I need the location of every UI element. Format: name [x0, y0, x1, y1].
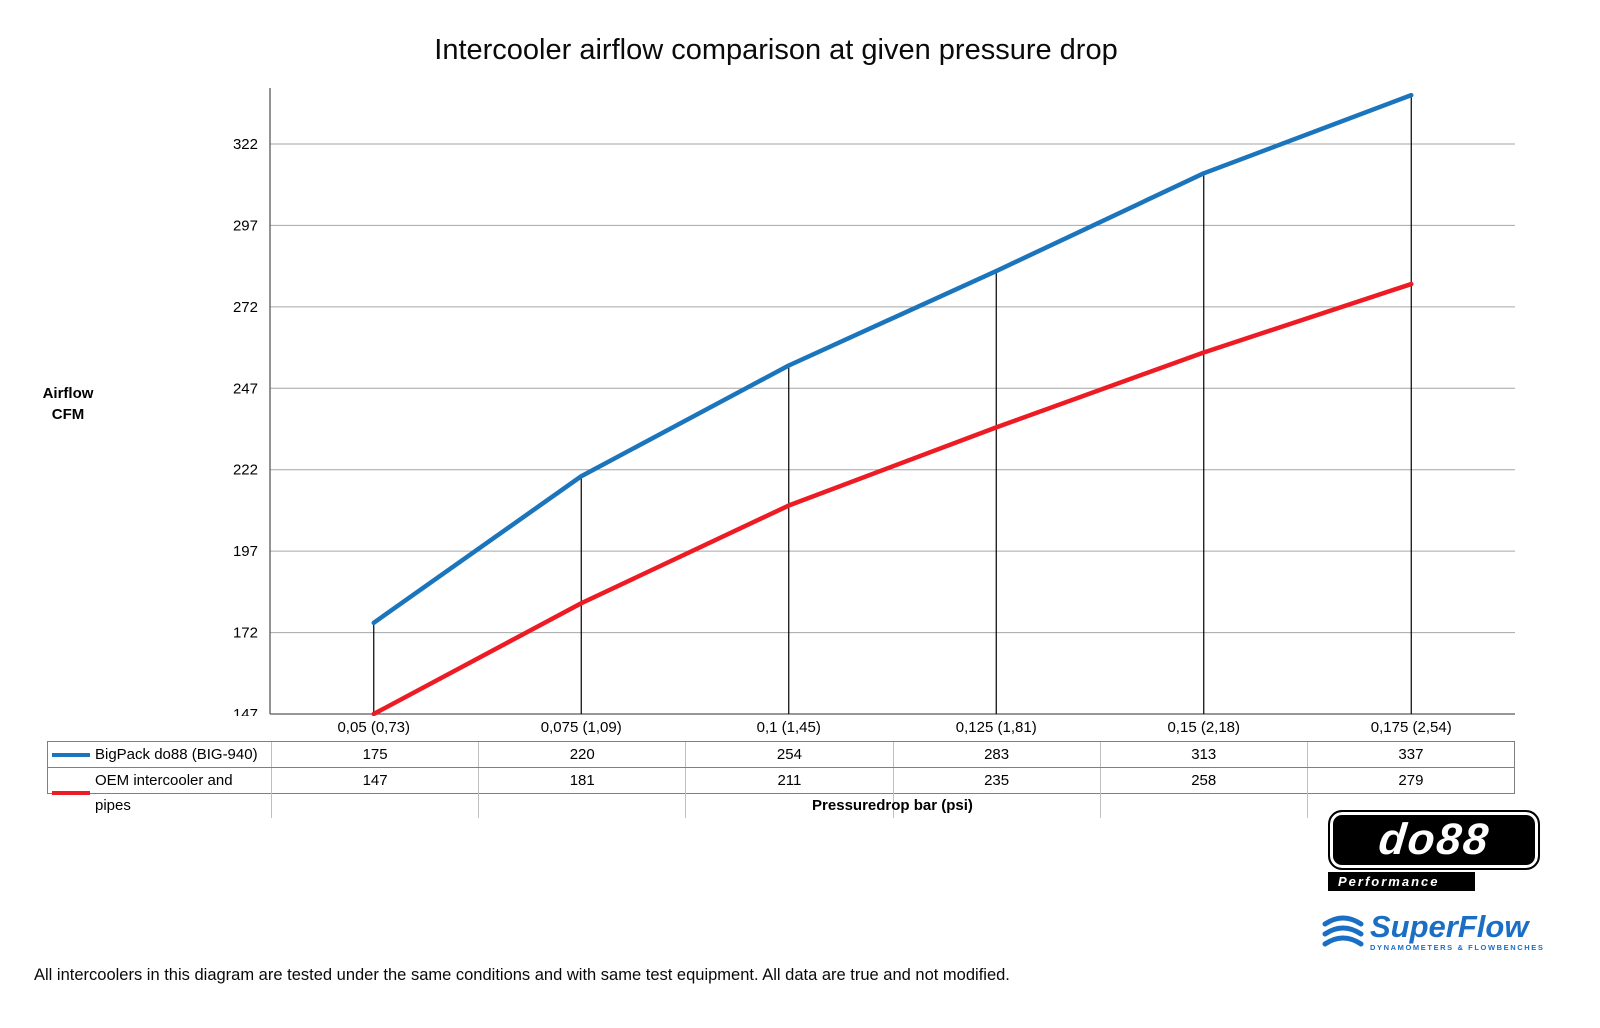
chart-title: Intercooler airflow comparison at given …: [434, 34, 1118, 66]
legend-label: OEM intercooler and pipes: [95, 772, 233, 814]
x-tick-label: 0,15 (2,18): [1167, 719, 1241, 736]
legend-item-oem: OEM intercooler and pipes: [48, 768, 271, 818]
svg-text:297: 297: [233, 217, 258, 234]
svg-text:247: 247: [233, 380, 258, 397]
superflow-waves-icon: [1322, 915, 1364, 947]
x-tick-label-spacer: [47, 714, 270, 741]
x-tick-label: 0,075 (1,09): [540, 719, 622, 736]
x-tick-label: 0,125 (1,81): [955, 719, 1037, 736]
legend-line-red: [52, 791, 90, 795]
value-cell: 220: [478, 742, 685, 767]
svg-text:322: 322: [233, 136, 258, 153]
footer-note: All intercoolers in this diagram are tes…: [34, 966, 1010, 984]
table-row-oem: OEM intercooler and pipes 147 181 211 23…: [48, 767, 1514, 818]
superflow-text: SuperFlow DYNAMOMETERS & FLOWBENCHES: [1370, 909, 1545, 952]
do88-logo-box: do88: [1328, 810, 1540, 870]
y-axis-label-line1: Airflow: [42, 385, 94, 402]
do88-logo-text: do88: [1376, 815, 1492, 864]
y-axis-label: Airflow CFM: [18, 383, 118, 425]
value-cell: 313: [1099, 742, 1307, 767]
legend-line-blue: [52, 752, 90, 757]
legend-label: BigPack do88 (BIG-940): [95, 746, 258, 763]
svg-text:197: 197: [233, 543, 258, 560]
value-cell: 181: [478, 768, 685, 818]
value-cell: 235: [892, 768, 1100, 818]
y-axis-label-line2: CFM: [51, 406, 85, 423]
svg-text:272: 272: [233, 299, 258, 316]
x-tick-label: 0,175 (2,54): [1370, 719, 1452, 736]
value-cell: 283: [892, 742, 1100, 767]
table-row-bigpack: BigPack do88 (BIG-940) 175 220 254 283 3…: [48, 742, 1514, 767]
legend-item-bigpack: BigPack do88 (BIG-940): [48, 742, 271, 767]
superflow-logo: SuperFlow DYNAMOMETERS & FLOWBENCHES: [1322, 909, 1545, 952]
value-cell: 147: [271, 768, 478, 818]
do88-logo: do88 Performance: [1328, 810, 1540, 891]
svg-text:222: 222: [233, 462, 258, 479]
x-axis-label: Pressuredrop bar (psi): [812, 797, 973, 814]
superflow-subtext: DYNAMOMETERS & FLOWBENCHES: [1370, 943, 1545, 952]
x-tick-label: 0,05 (0,73): [337, 719, 411, 736]
value-cell: 337: [1306, 742, 1514, 767]
x-tick-labels-row: 0,05 (0,73) 0,075 (1,09) 0,1 (1,45) 0,12…: [47, 714, 1515, 741]
do88-logo-subtext: Performance: [1328, 872, 1476, 891]
superflow-name: SuperFlow: [1370, 909, 1529, 944]
value-cell: 211: [685, 768, 892, 818]
data-table-body: BigPack do88 (BIG-940) 175 220 254 283 3…: [47, 741, 1515, 818]
value-cell: 258: [1099, 768, 1307, 818]
svg-text:147: 147: [233, 706, 258, 716]
value-cell: 175: [271, 742, 478, 767]
value-cell: 279: [1306, 768, 1514, 818]
x-tick-label: 0,1 (1,45): [756, 719, 821, 736]
data-table: 0,05 (0,73) 0,075 (1,09) 0,1 (1,45) 0,12…: [47, 714, 1515, 818]
value-cell: 254: [685, 742, 892, 767]
svg-text:172: 172: [233, 625, 258, 642]
line-chart: 147 172 197 222 247 272 297 322: [233, 88, 1515, 716]
